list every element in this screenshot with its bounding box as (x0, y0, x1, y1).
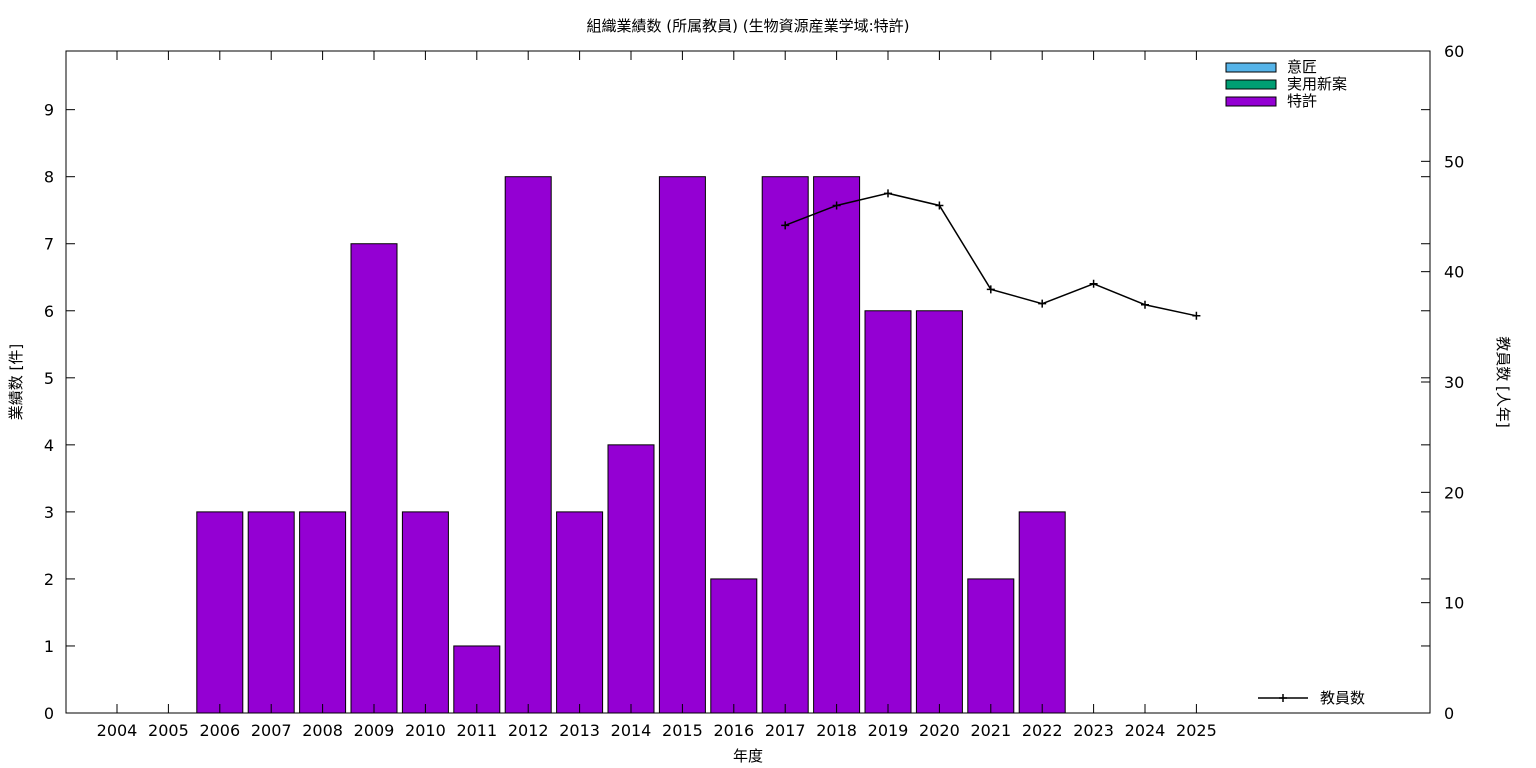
y-tick-label: 1 (44, 637, 54, 656)
bar (401, 511, 449, 714)
x-axis-label: 年度 (733, 747, 763, 765)
bar (299, 511, 347, 714)
x-tick-label: 2004 (97, 721, 138, 740)
y2-axis-label: 教員数 [人年] (1494, 336, 1512, 427)
x-tick-label: 2025 (1176, 721, 1217, 740)
legend-line-marker (1279, 694, 1287, 702)
x-axis: 2004 2005 2006 2007 2008 2009 2010 2011 2012 2013… (97, 51, 1217, 740)
line-point (1141, 300, 1149, 309)
bar (607, 444, 655, 714)
x-tick-label: 2021 (970, 721, 1011, 740)
x-tick-label: 2020 (919, 721, 960, 740)
y2-tick-label: 10 (1444, 594, 1464, 613)
y-tick-label: 4 (44, 436, 54, 455)
line-group (781, 189, 1201, 320)
legend-label: 実用新案 (1287, 75, 1347, 93)
bar (967, 578, 1015, 714)
bar (196, 511, 244, 714)
x-tick-label: 2006 (199, 721, 240, 740)
line-point (1089, 279, 1098, 288)
y-axis-label: 業績数 [件] (7, 344, 25, 420)
x-tick-label: 2005 (148, 721, 189, 740)
y-tick-label: 3 (44, 503, 54, 522)
x-tick-label: 2023 (1073, 721, 1114, 740)
x-tick-label: 2011 (456, 721, 497, 740)
x-tick-label: 2016 (713, 721, 754, 740)
legend-swatch (1225, 79, 1277, 90)
y-tick-label: 5 (44, 369, 54, 388)
bars-group (196, 176, 1066, 714)
legend-swatch (1225, 62, 1277, 73)
line-point (986, 285, 995, 294)
y-tick-label: 7 (44, 235, 54, 254)
legend-label: 特許 (1287, 92, 1317, 110)
x-tick-label: 2024 (1125, 721, 1166, 740)
x-tick-label: 2009 (354, 721, 395, 740)
line-point (935, 201, 944, 210)
line-point (1038, 299, 1047, 308)
x-tick-label: 2015 (662, 721, 703, 740)
y2-tick-label: 20 (1444, 483, 1464, 502)
bar (1018, 511, 1066, 714)
bar (350, 243, 398, 714)
bar (915, 310, 963, 714)
legend-label: 意匠 (1287, 58, 1317, 76)
bar (453, 645, 501, 714)
x-tick-label: 2010 (405, 721, 446, 740)
line-point (832, 201, 841, 210)
legend-swatch (1225, 96, 1277, 107)
y2-axis: 0 10 20 30 40 50 60 (1421, 42, 1464, 723)
line-point (781, 221, 790, 230)
x-tick-label: 2022 (1022, 721, 1063, 740)
bar (864, 310, 912, 714)
y2-tick-label: 30 (1444, 373, 1464, 392)
x-tick-label: 2012 (508, 721, 549, 740)
bar (813, 176, 861, 714)
y-tick-label: 9 (44, 101, 54, 120)
y2-tick-label: 0 (1444, 704, 1454, 723)
x-tick-label: 2017 (765, 721, 806, 740)
legend-line-label: 教員数 (1320, 689, 1365, 707)
y2-tick-label: 50 (1444, 152, 1464, 171)
x-tick-label: 2013 (559, 721, 600, 740)
y-axis: 0 1 2 3 4 5 6 7 8 9 (44, 101, 1430, 723)
bar (710, 578, 758, 714)
x-tick-label: 2008 (302, 721, 343, 740)
bar (556, 511, 604, 714)
bar (658, 176, 706, 714)
y2-tick-label: 60 (1444, 42, 1464, 61)
line-point (1192, 311, 1201, 320)
x-tick-label: 2014 (611, 721, 652, 740)
bar (504, 176, 552, 714)
y-tick-label: 8 (44, 168, 54, 187)
y2-tick-label: 40 (1444, 263, 1464, 282)
bar (761, 176, 809, 714)
x-tick-label: 2007 (251, 721, 292, 740)
bar (247, 511, 295, 714)
chart-title: 組織業績数 (所属教員) (生物資源産業学域:特許) (586, 17, 909, 35)
x-tick-label: 2018 (816, 721, 857, 740)
y-tick-label: 0 (44, 704, 54, 723)
y-tick-label: 6 (44, 302, 54, 321)
x-tick-label: 2019 (868, 721, 909, 740)
line-point (884, 189, 892, 198)
y-tick-label: 2 (44, 570, 54, 589)
